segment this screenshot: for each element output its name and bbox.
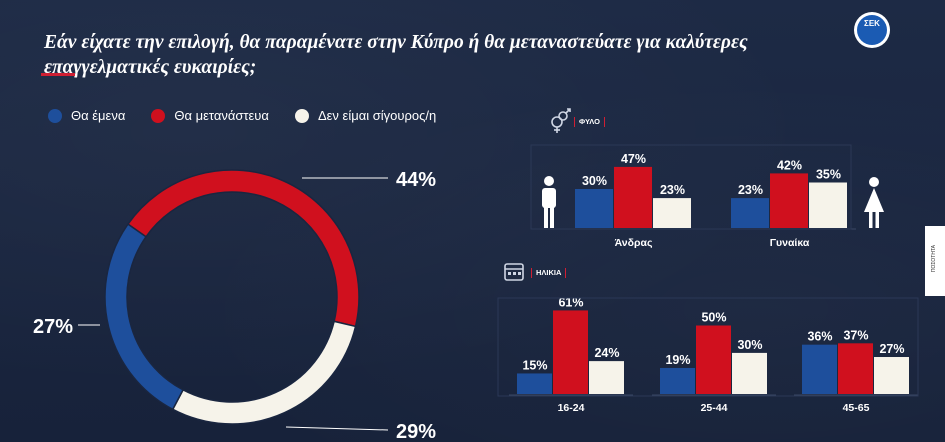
gender-bar-1-0	[731, 198, 769, 228]
page-title: Εάν είχατε την επιλογή, θα παραμένατε στ…	[44, 32, 748, 78]
age-bar-label-2-2: 27%	[879, 342, 904, 356]
sek-logo: ΣΕΚ	[854, 12, 890, 48]
age-bar-label-1-1: 50%	[701, 311, 726, 325]
gender-bar-0-0	[575, 189, 613, 228]
gender-bar-label-1-1: 42%	[777, 158, 802, 172]
gender-bar-label-1-0: 23%	[738, 183, 763, 197]
title-accent	[41, 73, 75, 76]
age-category-label-2: 45-65	[843, 402, 870, 414]
donut-slice-2	[171, 320, 357, 425]
donut-slice-0	[104, 223, 185, 411]
side-tab-label: ΠΟΣΟΤΗΤΑ	[931, 245, 937, 273]
age-bar-label-0-2: 24%	[594, 346, 619, 360]
logo-text: ΣΕΚ	[857, 15, 887, 45]
age-bar-label-2-0: 36%	[807, 330, 832, 344]
donut-value-label-2: 29%	[396, 421, 436, 442]
age-bar-0-2	[589, 361, 624, 394]
donut-value-label-1: 44%	[396, 169, 436, 191]
age-bar-1-2	[732, 352, 767, 394]
man-icon	[542, 176, 556, 228]
donut-callout-line-2	[285, 426, 389, 431]
legend-dot-emigrate	[151, 108, 166, 123]
age-bar-1-0	[660, 367, 695, 394]
legend-dot-unsure	[294, 108, 309, 123]
gender-category-label-1: Γυναίκα	[770, 237, 810, 249]
gender-bar-label-1-2: 35%	[816, 168, 841, 182]
bar-panel-frame-1	[497, 297, 919, 397]
gender-bar-label-0-0: 30%	[582, 174, 607, 188]
legend-label-stay: Θα έμενα	[71, 108, 126, 123]
legend-label-emigrate: Θα μετανάστευα	[174, 108, 269, 123]
legend-dot-stay	[48, 108, 62, 123]
gender-bar-0-1	[614, 166, 652, 228]
age-bar-label-1-2: 30%	[737, 338, 762, 352]
side-tab[interactable]	[925, 226, 945, 296]
gender-bar-label-0-1: 47%	[621, 152, 646, 166]
age-bar-2-0	[802, 344, 837, 394]
age-bar-0-0	[517, 373, 552, 394]
legend-label-unsure: Δεν είμαι σίγουρος/η	[317, 108, 437, 123]
gender-section-label: ΦΥΛΟ	[574, 117, 605, 127]
legend: Θα έμενα Θα μετανάστευα Δεν είμαι σίγουρ…	[48, 108, 462, 123]
bar-panel-frame-0	[530, 144, 852, 230]
age-bar-1-1	[696, 325, 731, 394]
age-category-label-0: 16-24	[558, 402, 585, 414]
gender-bar-1-1	[770, 173, 808, 228]
gender-bar-label-0-2: 23%	[660, 183, 685, 197]
age-bar-label-1-0: 19%	[665, 353, 690, 367]
gender-bar-1-2	[809, 182, 847, 228]
age-bar-2-1	[838, 343, 873, 394]
donut-slice-1	[126, 169, 360, 328]
donut-value-label-0: 27%	[33, 316, 73, 338]
legend-item-unsure: Δεν είμαι σίγουρος/η	[294, 108, 437, 123]
legend-item-emigrate: Θα μετανάστευα	[151, 108, 269, 123]
legend-item-stay: Θα έμενα	[48, 108, 125, 123]
gender-bar-0-2	[653, 198, 691, 228]
age-bar-label-0-1: 61%	[558, 295, 583, 309]
age-bar-label-2-1: 37%	[843, 328, 868, 342]
age-bar-2-2	[874, 357, 909, 394]
age-section-label: ΗΛΙΚΙΑ	[531, 268, 567, 278]
age-bar-label-0-0: 15%	[522, 358, 547, 372]
age-category-label-1: 25-44	[701, 402, 728, 414]
woman-icon	[864, 177, 884, 228]
calendar-icon	[504, 263, 524, 281]
age-bar-0-1	[553, 310, 588, 394]
gender-icon	[551, 108, 571, 133]
gender-category-label-0: Άνδρας	[615, 237, 653, 249]
